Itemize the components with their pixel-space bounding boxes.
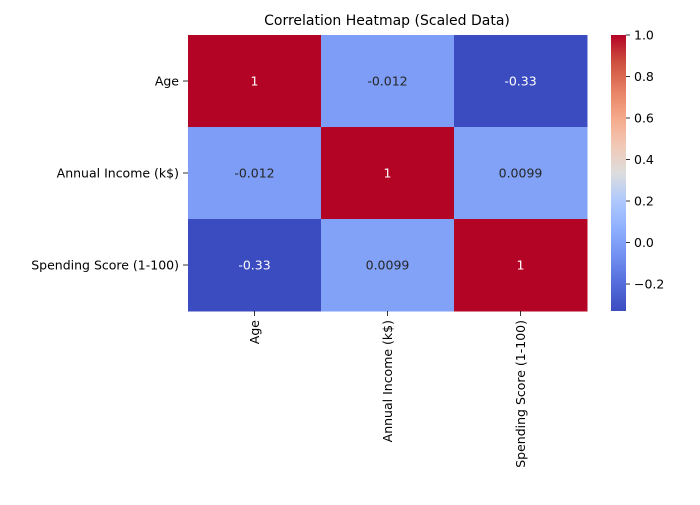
heatmap-cell-label: -0.012 — [234, 166, 274, 181]
heatmap-cell-label: 1 — [517, 258, 525, 273]
colorbar-tick-label: 0.4 — [634, 152, 654, 167]
heatmap-cell-label: 1 — [384, 166, 392, 181]
chart-title: Correlation Heatmap (Scaled Data) — [264, 13, 510, 29]
heatmap-cell-label: -0.33 — [504, 74, 536, 89]
heatmap-cell — [454, 35, 588, 128]
heatmap-cell — [321, 127, 455, 220]
heatmap-cell-label: -0.33 — [238, 258, 270, 273]
colorbar: 1.0 0.8 0.6 0.4 0.2 0.0 −0.2 — [611, 28, 664, 311]
colorbar-tick-label: 0.6 — [634, 111, 654, 126]
x-tick-label: Age — [247, 320, 262, 344]
heatmap-cell-labels: 1 -0.012 -0.33 -0.012 1 0.0099 -0.33 0.0099 1 — [234, 74, 542, 273]
colorbar-tick-label: 0.0 — [634, 235, 654, 250]
heatmap-cell-label: 0.0099 — [499, 166, 543, 181]
y-tick-label: Annual Income (k$) — [57, 166, 179, 181]
heatmap-cell-label: -0.012 — [367, 74, 407, 89]
colorbar-tick-label: 0.8 — [634, 69, 654, 84]
x-tick-label: Annual Income (k$) — [380, 320, 395, 442]
y-tick-label: Spending Score (1-100) — [31, 258, 179, 273]
x-axis: Age Annual Income (k$) Spending Score (1-1… — [247, 311, 528, 468]
y-axis: Age Annual Income (k$) Spending Score (1-1… — [31, 74, 188, 273]
heatmap-cell — [188, 35, 322, 128]
heatmap-cell — [321, 35, 455, 128]
heatmap-cell — [454, 219, 588, 312]
x-tick-label: Spending Score (1-100) — [513, 320, 528, 468]
heatmap-cell — [321, 219, 455, 312]
colorbar-tick-label: −0.2 — [634, 277, 664, 292]
colorbar-tick-label: 0.2 — [634, 194, 654, 209]
heatmap-cell-label: 0.0099 — [366, 258, 410, 273]
heatmap-cell — [188, 127, 322, 220]
colorbar-gradient — [611, 35, 626, 311]
heatmap-cells — [188, 35, 588, 312]
heatmap-cell-label: 1 — [251, 74, 259, 89]
y-tick-label: Age — [155, 74, 179, 89]
colorbar-tick-label: 1.0 — [634, 28, 654, 43]
heatmap-cell — [188, 219, 322, 312]
heatmap-cell — [454, 127, 588, 220]
